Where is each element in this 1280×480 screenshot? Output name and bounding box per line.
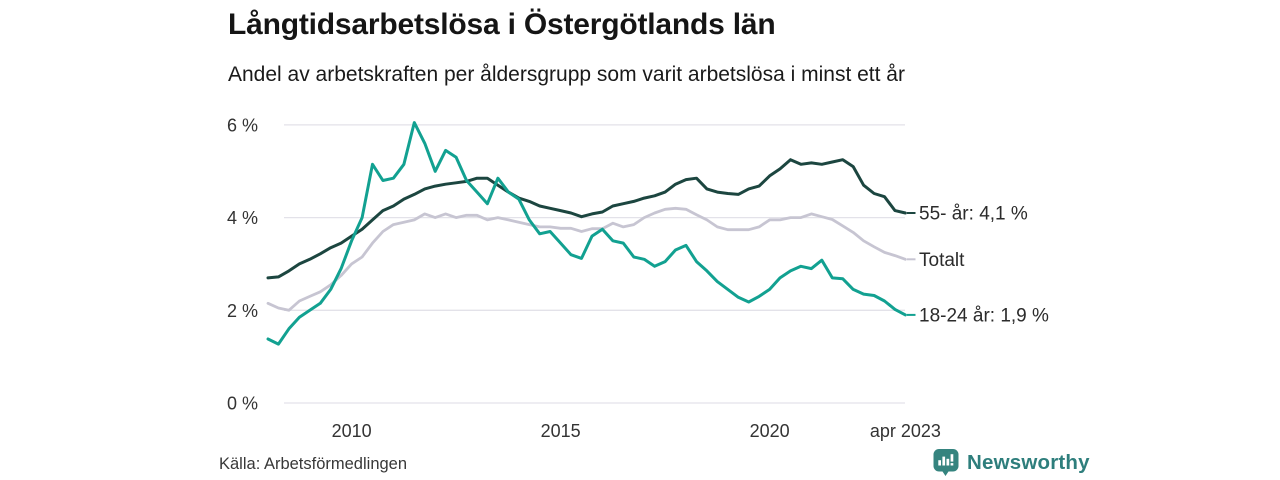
- series-line-55-r: [266, 158, 907, 280]
- page-title: Långtidsarbetslösa i Östergötlands län: [228, 8, 776, 41]
- x-axis-tick-label: 2010: [332, 421, 372, 441]
- newsworthy-icon: [933, 449, 959, 476]
- series-line-18-24-r: [266, 121, 907, 346]
- series-end-label: 18-24 år: 1,9 %: [919, 305, 1049, 326]
- x-axis-tick-label: 2020: [750, 421, 790, 441]
- series-line-totalt: [266, 206, 907, 312]
- series-end-label: Totalt: [919, 250, 965, 271]
- y-axis-tick-label: 4 %: [227, 208, 258, 228]
- y-axis-tick-label: 2 %: [227, 301, 258, 321]
- brand-name: Newsworthy: [967, 450, 1090, 474]
- x-axis-tick-label: apr 2023: [870, 421, 941, 441]
- source-note: Källa: Arbetsförmedlingen: [219, 455, 408, 473]
- y-axis-tick-label: 0 %: [227, 394, 258, 414]
- x-axis-tick-label: 2015: [541, 421, 581, 441]
- chart-subtitle: Andel av arbetskraften per åldersgrupp s…: [228, 63, 905, 86]
- y-axis-tick-label: 6 %: [227, 115, 258, 135]
- series-end-label: 55- år: 4,1 %: [919, 204, 1028, 225]
- brand-logo: Newsworthy: [933, 448, 1090, 477]
